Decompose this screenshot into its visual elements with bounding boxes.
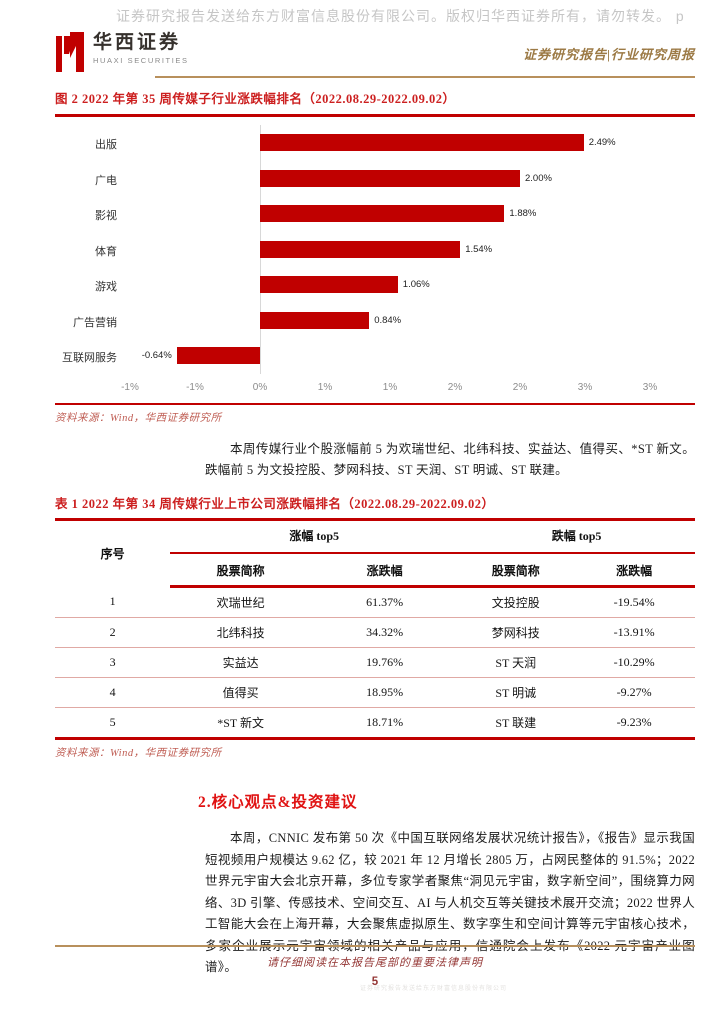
- chart-bar: [260, 134, 584, 152]
- cell-gain-pct: 34.32%: [310, 617, 459, 648]
- brand-name-cn: 华西证券: [93, 32, 182, 53]
- cell-no: 1: [109, 594, 116, 609]
- summary-paragraph: 本周传媒行业个股涨幅前 5 为欢瑞世纪、北纬科技、实益达、值得买、*ST 新文。…: [205, 442, 695, 477]
- section-paragraph: 本周，CNNIC 发布第 50 次《中国互联网络发展状况统计报告》，《报告》显示…: [205, 831, 695, 974]
- faint-watermark-fragment: 证券研究报告发送给东方财富信息股份有限公司: [360, 985, 508, 992]
- figure-box: 出版 2.49% 广电 2.00% 影视 1.88% 体育 1.54% 游戏 1.06% 广告营销 0…: [55, 114, 695, 405]
- chart-category-label: 游戏: [95, 281, 117, 294]
- table-row: 3 实益达 19.76% ST 天润 -10.29%: [55, 647, 695, 678]
- brand-text: 华西证券 HUAXI SECURITIES: [93, 32, 189, 65]
- figure-title: 图 2 2022 年第 35 周传媒子行业涨跌幅排名（2022.08.29-20…: [55, 92, 456, 106]
- page-header: 华西证券 HUAXI SECURITIES 证券研究报告|行业研究周报: [55, 30, 695, 78]
- chart-value-label: -0.64%: [141, 350, 172, 362]
- x-axis-tick-label: 3%: [642, 382, 658, 393]
- col-header-loss-change: 涨跌幅: [573, 553, 695, 588]
- table-title: 表 1 2022 年第 34 周传媒行业上市公司涨跌幅排名（2022.08.29…: [55, 497, 495, 511]
- chart-category-label: 影视: [95, 210, 117, 223]
- figure-source: 资料来源：Wind，华西证券研究所: [55, 413, 222, 424]
- chart-bar: [260, 276, 398, 294]
- chart-value-label: 1.06%: [402, 279, 430, 291]
- cell-no: 3: [55, 647, 171, 678]
- x-axis-tick-label: 1%: [317, 382, 333, 393]
- table-row: 2 北纬科技 34.32% 梦网科技 -13.91%: [55, 617, 695, 648]
- cell-gain-name: *ST 新文: [170, 707, 311, 739]
- x-axis-tick-label: 0%: [252, 382, 268, 393]
- legal-disclaimer: 请仔细阅读在本报告尾部的重要法律声明: [267, 957, 483, 969]
- x-axis-tick-label: 3%: [577, 382, 593, 393]
- x-axis-tick-label: 2%: [512, 382, 528, 393]
- table-source: 资料来源：Wind，华西证券研究所: [55, 748, 222, 759]
- cell-loss-pct: -19.54%: [613, 595, 655, 609]
- col-header-loss-group: 跌幅 top5: [458, 519, 695, 554]
- cell-loss-pct: -13.91%: [573, 617, 695, 648]
- chart-category-label: 出版: [95, 139, 117, 152]
- cell-loss-pct: -9.27%: [573, 677, 695, 708]
- chart-value-label: 2.49%: [588, 137, 616, 149]
- section-heading: 2.核心观点&投资建议: [198, 794, 358, 811]
- chart-category-label: 体育: [95, 245, 117, 258]
- cell-loss-name: ST 联建: [458, 707, 574, 739]
- chart-bar: [176, 347, 260, 365]
- cell-loss-name: 梦网科技: [458, 617, 574, 648]
- brand-name-en: HUAXI SECURITIES: [93, 56, 189, 65]
- col-header-index: 序号: [100, 547, 125, 562]
- cell-gain-name: 欢瑞世纪: [216, 596, 265, 610]
- chart-bar: [260, 205, 505, 223]
- cell-gain-pct: 61.37%: [366, 595, 404, 609]
- chart-value-label: 1.54%: [465, 243, 493, 255]
- col-header-gain-name: 股票简称: [170, 553, 311, 588]
- brand-logo: 华西证券 HUAXI SECURITIES: [55, 32, 189, 72]
- col-header-gain-change: 涨跌幅: [310, 553, 459, 588]
- chart-value-label: 0.84%: [374, 314, 402, 326]
- cell-no: 2: [55, 617, 171, 648]
- bar-chart: 出版 2.49% 广电 2.00% 影视 1.88% 体育 1.54% 游戏 1.06% 广告营销 0…: [55, 125, 695, 397]
- cell-loss-name: ST 天润: [458, 647, 574, 678]
- x-axis-tick-label: 1%: [382, 382, 398, 393]
- cell-loss-name: ST 明诚: [458, 677, 574, 708]
- chart-value-label: 2.00%: [525, 172, 552, 184]
- chart-value-label: 1.88%: [509, 208, 537, 220]
- chart-bar: [260, 169, 520, 187]
- col-header-gain-group: 涨幅 top5: [170, 519, 459, 554]
- huaxi-logo-icon: [56, 32, 84, 72]
- cell-gain-pct: 18.95%: [310, 677, 459, 708]
- chart-bar: [260, 240, 461, 258]
- table-row: 1 欢瑞世纪 61.37% 文投控股 -19.54%: [55, 587, 695, 618]
- header-divider: [155, 76, 695, 78]
- page-content: 图 2 2022 年第 35 周传媒子行业涨跌幅排名（2022.08.29-20…: [55, 84, 695, 992]
- table-row: 4 值得买 18.95% ST 明诚 -9.27%: [55, 677, 695, 708]
- rank-table: 序号 涨幅 top5 跌幅 top5 股票简称 涨跌幅 股票简称 涨跌幅 1 欢…: [55, 518, 695, 740]
- chart-category-label: 互联网服务: [62, 352, 117, 365]
- report-type-label: 证券研究报告|行业研究周报: [523, 47, 695, 62]
- cell-no: 5: [55, 707, 171, 739]
- copyright-watermark: 证券研究报告发送给东方财富信息股份有限公司。版权归华西证券所有，请勿转发。 p: [116, 8, 685, 24]
- chart-category-label: 广告营销: [73, 316, 117, 329]
- page-footer: 请仔细阅读在本报告尾部的重要法律声明 5: [55, 944, 695, 988]
- x-axis-tick-label: -1%: [121, 382, 139, 393]
- cell-gain-pct: 19.76%: [310, 647, 459, 678]
- col-header-loss-name: 股票简称: [458, 553, 574, 588]
- chart-category-label: 广电: [95, 174, 117, 187]
- x-axis-tick-label: 2%: [447, 382, 463, 393]
- page-number: 5: [371, 976, 379, 988]
- cell-gain-pct: 18.71%: [310, 707, 459, 739]
- cell-no: 4: [55, 677, 171, 708]
- cell-loss-name: 文投控股: [491, 596, 540, 610]
- footer-divider: [55, 944, 695, 947]
- cell-loss-pct: -10.29%: [573, 647, 695, 678]
- cell-gain-name: 实益达: [170, 647, 311, 678]
- rank-table-body: 1 欢瑞世纪 61.37% 文投控股 -19.54% 2 北纬科技 34.32%…: [55, 587, 695, 739]
- cell-gain-name: 北纬科技: [170, 617, 311, 648]
- cell-gain-name: 值得买: [170, 677, 311, 708]
- chart-bar: [260, 311, 370, 329]
- cell-loss-pct: -9.23%: [573, 707, 695, 739]
- x-axis-tick-label: -1%: [186, 382, 204, 393]
- table-row: 5 *ST 新文 18.71% ST 联建 -9.23%: [55, 707, 695, 739]
- rank-table-head: 序号 涨幅 top5 跌幅 top5 股票简称 涨跌幅 股票简称 涨跌幅: [55, 519, 695, 588]
